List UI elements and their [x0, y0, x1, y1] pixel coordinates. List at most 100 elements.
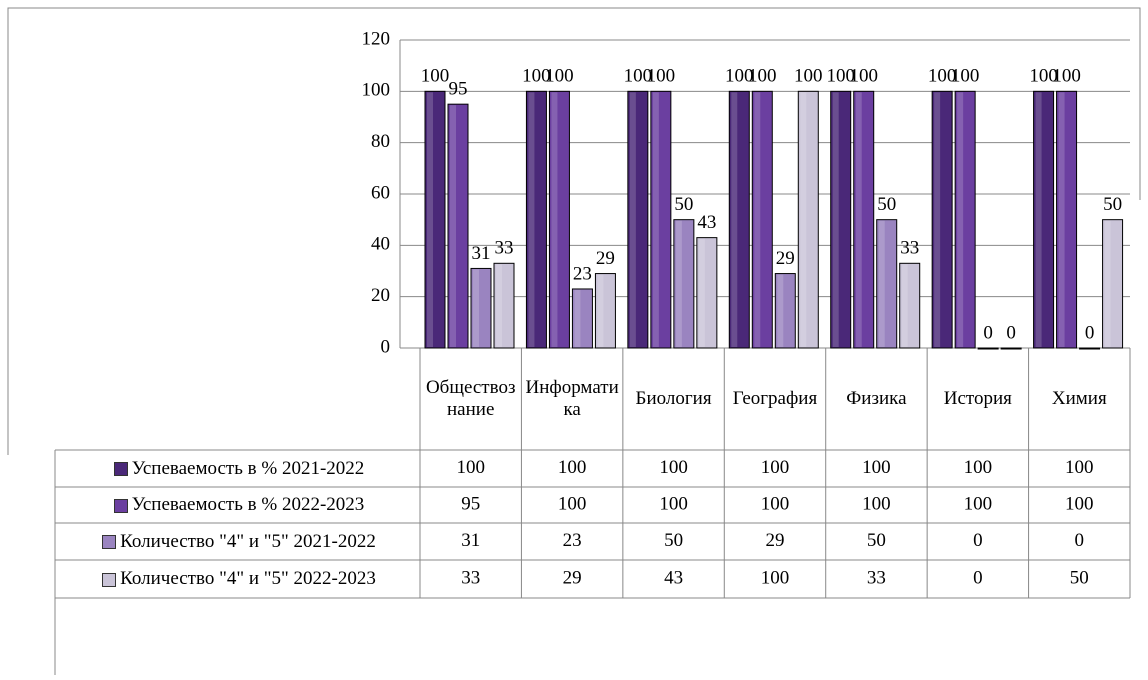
bar-highlight	[934, 92, 941, 347]
table-value: 100	[964, 493, 993, 514]
bar-highlight	[1035, 92, 1042, 347]
bar-highlight	[754, 92, 761, 347]
data-label: 0	[1085, 322, 1095, 343]
table-value: 100	[862, 493, 891, 514]
bar	[853, 90, 875, 349]
table-value: 100	[1065, 493, 1094, 514]
bar-highlight	[1058, 92, 1065, 347]
data-label: 50	[877, 194, 896, 215]
data-label: 100	[826, 66, 855, 87]
y-tick-label: 0	[381, 336, 391, 357]
bar	[627, 90, 649, 349]
bar-highlight	[597, 274, 604, 347]
table-value: 95	[461, 493, 480, 514]
legend-label-box: Успеваемость в % 2022-2023	[113, 494, 364, 516]
table-value: 100	[659, 493, 688, 514]
data-label: 95	[449, 79, 468, 100]
legend-entry: Количество "4" и "5" 2022-2023	[102, 568, 376, 590]
data-label: 100	[928, 66, 957, 87]
bar-highlight	[675, 220, 682, 347]
bar-highlight	[832, 92, 839, 347]
bar	[1056, 90, 1078, 349]
legend-label: Количество "4" и "5" 2022-2023	[58, 560, 420, 598]
table-value: 0	[973, 530, 983, 551]
category-label-box: История	[944, 388, 1012, 409]
legend-swatch	[102, 535, 117, 550]
bar-highlight	[855, 92, 862, 347]
legend-label: Успеваемость в % 2021-2022	[58, 450, 420, 487]
bar	[931, 90, 953, 349]
bar-highlight	[473, 269, 479, 347]
bar	[899, 262, 921, 349]
bar	[751, 90, 773, 349]
legend-swatch	[102, 572, 117, 587]
data-label: 100	[545, 66, 574, 87]
bar	[424, 90, 446, 349]
bar	[876, 219, 898, 349]
y-tick-label: 100	[362, 80, 391, 101]
data-label: 100	[725, 66, 754, 87]
table-value: 23	[563, 530, 582, 551]
table-value: 100	[558, 493, 587, 514]
table-value: 100	[761, 567, 790, 588]
bar-highlight	[901, 264, 908, 347]
data-label: 50	[1103, 194, 1122, 215]
bar	[774, 273, 796, 349]
legend-text: Количество "4" и "5" 2022-2023	[120, 568, 376, 589]
table-value: 33	[461, 567, 480, 588]
bar	[673, 219, 695, 349]
legend-entry: Успеваемость в % 2022-2023	[113, 494, 364, 516]
legend-label: Количество "4" и "5" 2021-2022	[58, 523, 420, 560]
bar-highlight	[652, 92, 659, 347]
bar-highlight	[496, 264, 502, 347]
table-value: 100	[558, 457, 587, 478]
y-tick-label: 60	[371, 182, 390, 203]
bar-highlight	[777, 274, 784, 347]
data-label: 33	[900, 238, 919, 259]
data-label: 100	[522, 66, 551, 87]
table-value: 0	[1075, 530, 1085, 551]
bar-highlight	[629, 92, 636, 347]
data-label: 100	[849, 66, 878, 87]
data-label: 43	[697, 212, 716, 233]
table-value: 43	[664, 567, 683, 588]
data-label: 0	[983, 322, 993, 343]
bar-highlight	[698, 238, 705, 347]
data-label: 29	[776, 248, 795, 269]
legend-text: Успеваемость в % 2021-2022	[131, 457, 365, 479]
bar-highlight	[427, 92, 433, 347]
bar	[1102, 219, 1124, 349]
category-label-box: Физика	[846, 388, 906, 409]
data-label: 0	[1006, 322, 1016, 343]
data-label: 23	[573, 263, 592, 284]
bar	[977, 347, 999, 350]
data-label: 100	[1052, 66, 1081, 87]
bar-highlight	[957, 92, 964, 347]
data-label: 100	[624, 66, 653, 87]
bar-highlight	[574, 289, 581, 347]
table-value: 100	[659, 457, 688, 478]
y-tick-label: 120	[362, 28, 391, 49]
table-value: 100	[761, 493, 790, 514]
legend-label-box: Успеваемость в % 2021-2022	[58, 450, 420, 487]
table-value: 33	[867, 567, 886, 588]
legend-swatch	[113, 462, 128, 477]
table-value: 29	[766, 530, 785, 551]
category-label-box: Химия	[1052, 388, 1107, 409]
y-tick-label: 80	[371, 131, 390, 152]
category-label-box: География	[733, 388, 817, 409]
bar	[728, 90, 750, 349]
table-value: 50	[664, 530, 683, 551]
bar-highlight	[450, 105, 456, 348]
table-value: 0	[973, 567, 983, 588]
category-label-box: Обществознание	[426, 377, 516, 420]
bar	[548, 90, 570, 349]
frame	[7, 7, 1141, 455]
table-value: 50	[1070, 567, 1089, 588]
data-label: 100	[794, 66, 823, 87]
bar	[797, 90, 819, 349]
bar	[594, 273, 616, 349]
y-tick-label: 20	[371, 285, 390, 306]
table-value: 100	[761, 457, 790, 478]
